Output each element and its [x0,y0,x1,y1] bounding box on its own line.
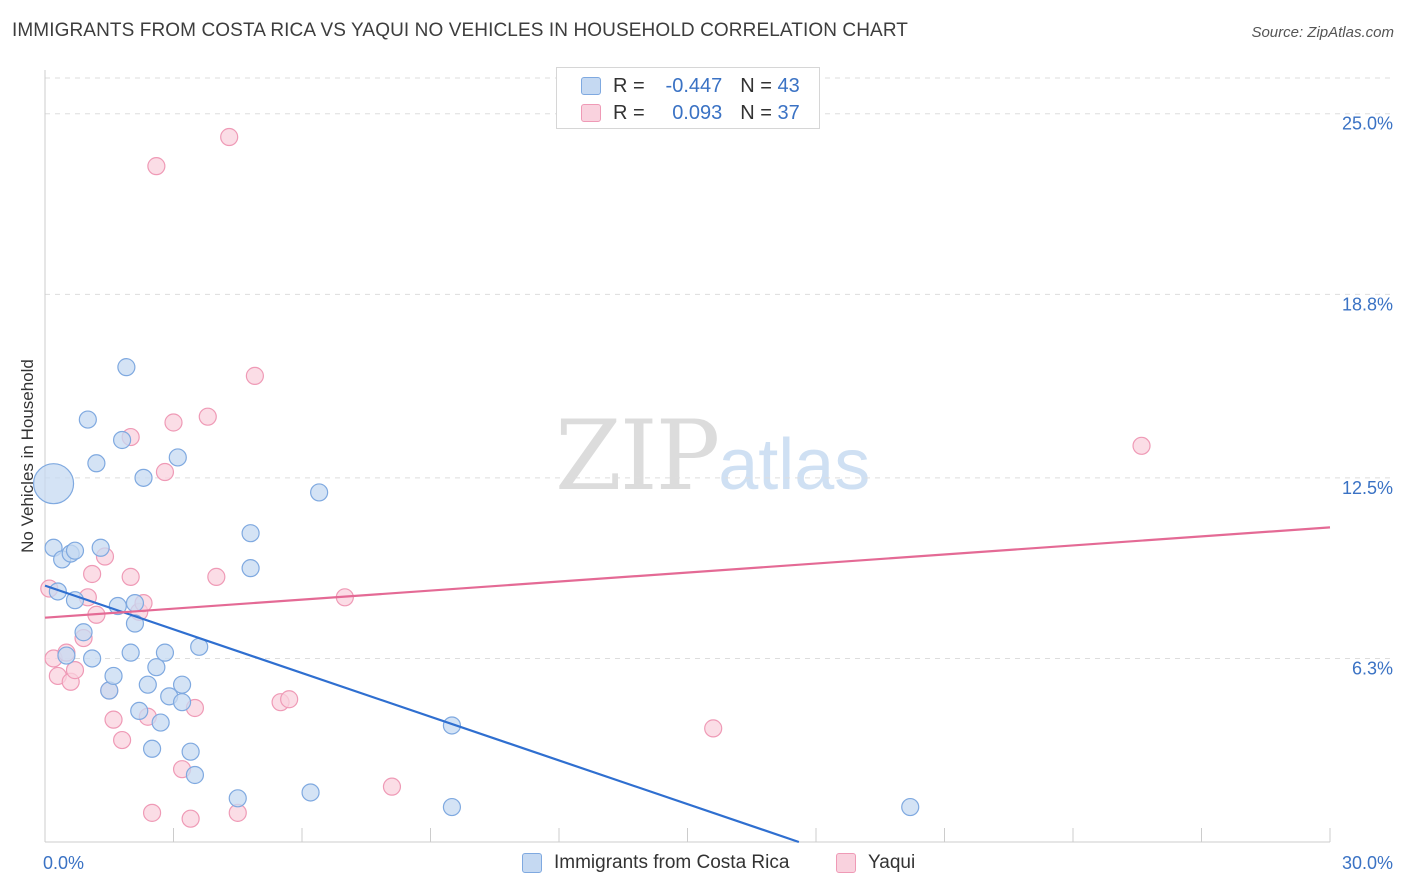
costa-rica-point [241,524,260,543]
costa-rica-point [112,430,132,450]
costa-rica-point [32,463,75,505]
legend-r-value: 0.093 [672,101,723,124]
costa-rica-point [172,675,192,694]
costa-rica-point [155,643,175,662]
legend-n-label: N = [740,101,772,124]
costa-rica-point [83,649,102,668]
yaqui-point [83,564,102,584]
yaqui-point [704,719,723,738]
legend-n-value: 37 [777,101,800,124]
legend-label-costa-rica: Immigrants from Costa Rica [554,852,790,873]
yaqui-point [220,127,239,147]
watermark-atlas: atlas [718,425,871,505]
costa-rica-point [138,675,157,694]
yaqui-point [155,462,175,482]
yaqui-point [198,407,217,426]
costa-rica-point [442,797,462,817]
costa-rica-point [78,410,97,429]
costa-rica-point [310,483,329,502]
costa-rica-point [125,594,145,613]
trend-lines [44,526,1331,844]
costa-rica-point [147,658,166,677]
yaqui-point [245,366,264,385]
costa-rica-point [185,765,205,785]
costa-rica-point [117,358,136,377]
yaqui-point [147,157,166,176]
yaqui-point [112,730,132,750]
costa-rica-point [901,797,920,817]
yaqui-point [65,661,85,680]
costa-rica-point [142,739,162,758]
costa-rica-point [301,783,320,802]
legend-swatch-blue [581,77,601,95]
y-tick-label: 18.8% [1342,294,1393,314]
costa-rica-point [168,448,187,467]
costa-rica-trend-line [44,584,800,844]
legend-row-yaqui: R = 0.093 N = 37 [581,100,800,126]
yaqui-point [104,710,123,729]
costa-rica-point [121,643,140,662]
legend-r-label: R = [613,101,645,124]
tick-labels: 6.3% 12.5% 18.8% 25.0% 0.0% 30.0% [43,114,1393,873]
y-tick-label: 12.5% [1342,478,1393,498]
y-axis-label: No Vehicles in Household [18,359,37,553]
legend-item-yaqui: Yaqui [836,852,915,874]
series-legend: Immigrants from Costa Rica Yaqui [0,852,1406,878]
legend-r-value: -0.447 [665,74,723,97]
series-costa-rica-points [32,358,920,817]
costa-rica-point [91,538,110,557]
legend-swatch-costa-rica [522,853,542,873]
legend-item-costa-rica: Immigrants from Costa Rica [522,852,789,874]
legend-swatch-pink [581,104,601,122]
yaqui-point [1132,436,1151,455]
yaqui-point [121,567,140,586]
yaqui-point [164,413,183,432]
chart-title: IMMIGRANTS FROM COSTA RICA VS YAQUI NO V… [12,20,909,41]
costa-rica-point [108,596,127,616]
legend-swatch-yaqui [836,853,856,873]
axes [44,70,1331,843]
costa-rica-point [442,716,462,735]
costa-rica-point [125,614,145,633]
costa-rica-point [181,742,200,761]
source-label: Source: ZipAtlas.com [1251,24,1394,41]
legend-label-yaqui: Yaqui [868,852,916,873]
stats-legend: R = -0.447 N = 43 R = 0.093 N = 37 [556,67,820,129]
costa-rica-point [65,591,85,610]
watermark-zip: ZIP [555,400,720,512]
legend-row-costa-rica: R = -0.447 N = 43 [581,73,800,99]
y-tick-label: 25.0% [1342,114,1393,134]
costa-rica-point [48,582,67,601]
yaqui-point [207,567,226,586]
watermark: ZIPatlas [555,400,870,512]
yaqui-point [280,690,299,709]
costa-rica-point [151,713,170,732]
costa-rica-point [87,454,106,473]
costa-rica-point [130,701,149,721]
yaqui-trend-line [44,526,1331,619]
costa-rica-point [57,646,76,665]
costa-rica-point [228,789,247,808]
x-tick-label: 0.0% [43,853,84,873]
legend-r-label: R = [613,74,645,97]
costa-rica-point [65,541,85,560]
costa-rica-point [134,468,153,487]
costa-rica-point [241,559,260,578]
yaqui-point [181,809,200,828]
yaqui-point [142,803,162,822]
costa-rica-point [104,666,123,686]
yaqui-point [382,777,402,796]
legend-n-value: 43 [777,74,800,97]
costa-rica-point [74,623,93,642]
legend-n-label: N = [740,74,772,97]
costa-rica-point [172,693,192,712]
y-tick-label: 6.3% [1352,658,1393,678]
x-tick-label: 30.0% [1342,853,1393,873]
